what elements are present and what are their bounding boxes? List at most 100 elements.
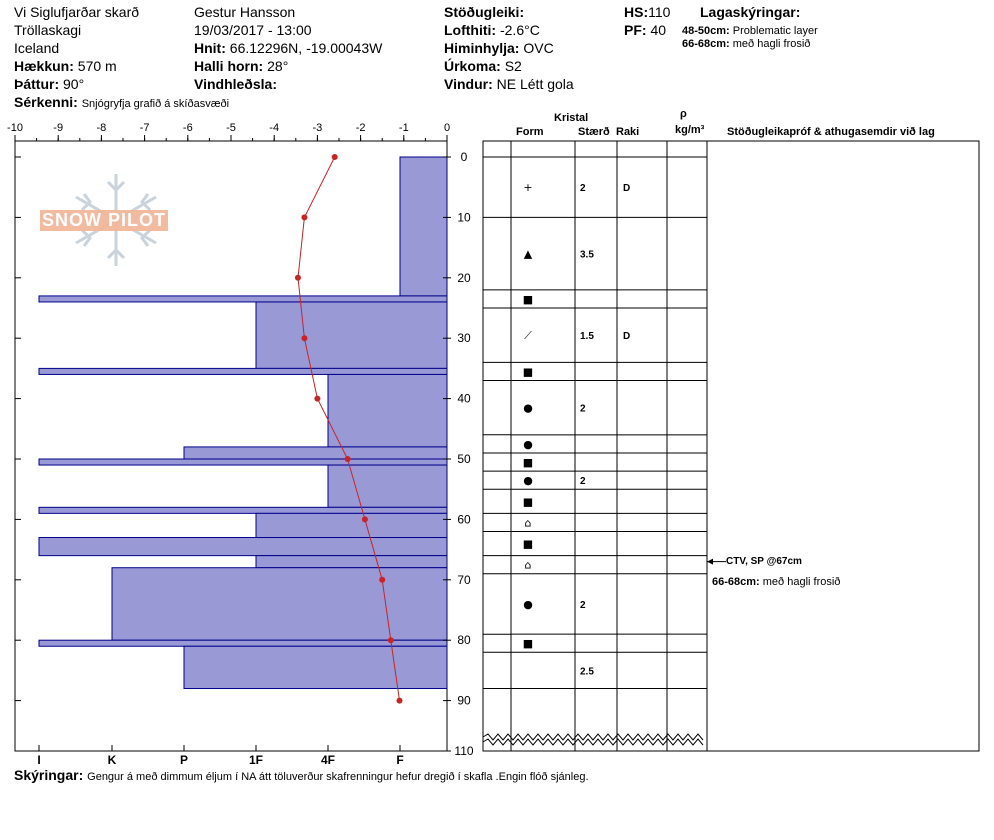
hardness-bar	[38, 367, 448, 375]
temp-tick-label: -7	[140, 122, 150, 134]
grain-form-symbol: ⌂	[525, 559, 532, 572]
temperature-point	[361, 516, 368, 523]
hardness-bar	[38, 458, 448, 466]
hardness-bar	[38, 506, 448, 514]
grain-form-symbol: ⟋	[524, 329, 532, 342]
temperature-line	[297, 156, 400, 701]
observation-datetime: 19/03/2017 - 13:00	[194, 22, 312, 38]
temperature-point	[301, 214, 308, 221]
grain-size-value: 1.5	[580, 331, 594, 342]
temp-tick-label: -10	[7, 122, 23, 134]
grain-moisture-value: D	[623, 331, 630, 342]
hardness-tick-label: F	[396, 753, 403, 767]
sky-label: Himinhylja:	[444, 40, 520, 56]
grain-form-symbol: ●	[523, 438, 533, 451]
grain-size-value: 2	[580, 476, 586, 487]
footer-text: Gengur á með dimmum éljum í NA átt töluv…	[87, 771, 589, 783]
hardness-tick-label: I	[37, 753, 40, 767]
coordinates: Hnit: 66.12296N, -19.00043W	[194, 40, 382, 56]
break-zigzag	[482, 738, 704, 746]
temp-tick-label: -6	[183, 122, 193, 134]
hardness-bar	[255, 301, 448, 369]
hardness-tick-label: P	[180, 753, 188, 767]
depth-tick-label: 30	[457, 331, 471, 345]
temp-tick-label: -5	[226, 122, 236, 134]
grain-form-symbol: +	[523, 181, 532, 194]
test-result-annotation: CTV, SP @67cm	[726, 556, 802, 567]
temperature-point	[379, 576, 386, 583]
size-header: Stærð	[578, 126, 610, 138]
aspect-value: 90°	[63, 76, 85, 92]
hardness-bar	[38, 295, 448, 303]
wind: Vindur: NE Létt gola	[444, 76, 574, 92]
pf-value: 40	[650, 22, 667, 38]
temperature-point	[396, 697, 403, 704]
temperature-point	[294, 274, 301, 281]
hardness-bar	[183, 645, 448, 690]
hardness-bar	[255, 512, 448, 539]
slope-label: Halli horn:	[194, 58, 264, 74]
hardness-bar	[255, 555, 448, 569]
slope-value: 28°	[267, 58, 289, 74]
grain-form-symbol: ●	[523, 402, 533, 415]
hardness-bar	[38, 639, 448, 647]
precipitation: Úrkoma: S2	[444, 58, 522, 74]
elevation-label: Hækkun:	[14, 58, 74, 74]
country-name: Iceland	[14, 40, 60, 56]
temp-tick-label: 0	[444, 122, 450, 134]
wind-label: Vindur:	[444, 76, 493, 92]
grain-size-value: 3.5	[580, 250, 594, 261]
grain-form-symbol: ●	[523, 598, 533, 611]
layer-note-2-range: 66-68cm:	[682, 38, 730, 50]
hardness-tick-label: 4F	[321, 753, 335, 767]
footer-comments: Skýringar: Gengur á með dimmum éljum í N…	[14, 767, 589, 783]
layer-comment-text: með hagli frosið	[762, 576, 841, 588]
grain-form-symbol: ■	[523, 538, 533, 551]
observer-name: Gestur Hansson	[194, 4, 296, 20]
temp-tick-label: -9	[53, 122, 63, 134]
temperature-point	[344, 456, 351, 462]
depth-tick-label: 40	[457, 392, 471, 406]
temp-tick-label: -8	[97, 122, 107, 134]
features-label: Sérkenni:	[14, 94, 78, 110]
layer-note-2-text: með hagli frosið	[732, 38, 811, 50]
air-temperature: Lofthiti: -2.6°C	[444, 22, 540, 38]
grain-form-symbol: ▲	[524, 248, 533, 261]
hardness-bar	[111, 567, 448, 641]
grain-form-symbol: ⌂	[525, 516, 532, 529]
hardness-bar	[399, 156, 448, 297]
grain-form-symbol: ■	[523, 365, 533, 378]
depth-tick-label: 0	[461, 150, 468, 164]
snowpilot-logo-text: SNOW PILOT	[40, 210, 168, 231]
stability-label: Stöðugleiki:	[444, 4, 525, 20]
air-temp-value: -2.6°C	[499, 22, 540, 38]
grain-moisture-value: D	[623, 183, 630, 194]
kristal-header: Kristal	[554, 112, 589, 124]
tests-header: Stöðugleikapróf & athugasemdir við lag	[727, 126, 935, 138]
features: Sérkenni: Snjógryfja grafið á skíðasvæði	[14, 94, 229, 110]
grain-table-frame	[482, 140, 980, 752]
grain-size-value: 2	[580, 404, 586, 415]
coords-value: 66.12296N, -19.00043W	[229, 40, 383, 56]
temp-tick-label: -3	[313, 122, 323, 134]
layer-notes-label: Lagaskýringar:	[700, 4, 801, 20]
hardness-bar	[183, 446, 448, 460]
hs-label: HS:	[624, 4, 649, 20]
grain-size-value: 2	[580, 183, 586, 194]
temperature-point	[314, 395, 321, 402]
grain-form-symbol: ■	[523, 293, 533, 306]
temperature-point	[301, 335, 308, 342]
depth-tick-label: 90	[457, 694, 471, 708]
depth-tick-label: 80	[457, 633, 471, 647]
precip-value: S2	[504, 58, 522, 74]
hardness-tick-label: K	[108, 753, 117, 767]
location-name: Vi Siglufjarðar skarð	[14, 4, 140, 20]
features-value: Snjógryfja grafið á skíðasvæði	[81, 98, 230, 110]
hardness-bar	[38, 537, 448, 557]
depth-tick-label: 60	[457, 512, 471, 526]
temperature-point	[331, 154, 338, 160]
foot-penetration: PF: 40	[624, 22, 666, 38]
grain-form-symbol: ■	[523, 456, 533, 469]
layer-comment: 66-68cm: með hagli frosið	[712, 576, 840, 588]
snow-height: HS:110	[624, 4, 670, 20]
